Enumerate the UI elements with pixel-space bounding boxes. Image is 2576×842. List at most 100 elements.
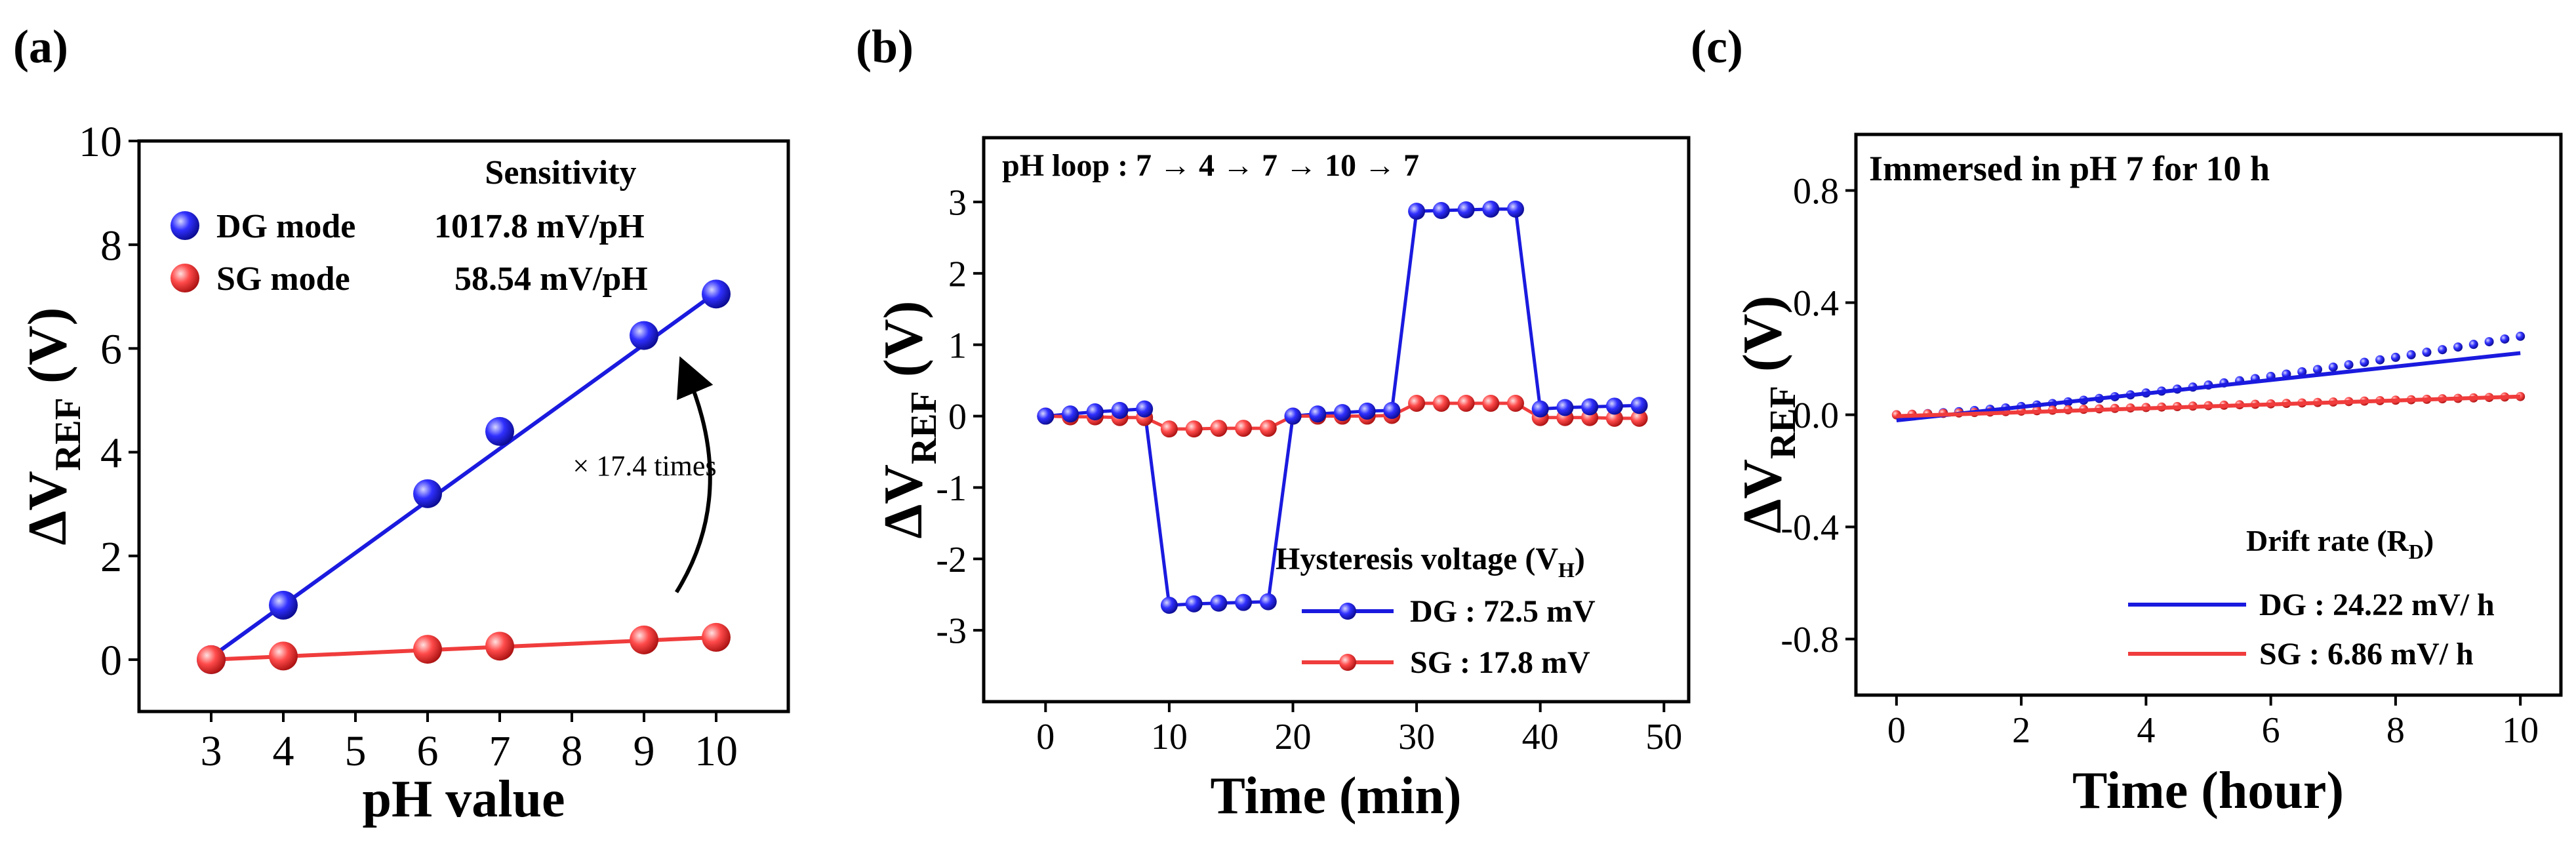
x-tick-label-c: 0 [1887,710,1906,751]
data-point-dg [1259,593,1277,611]
data-point-sg [1630,409,1648,427]
x-tick-label-b: 10 [1151,717,1188,757]
x-tick-label-b: 30 [1398,717,1435,757]
data-point-dg [2438,345,2447,355]
data-point-dg [2297,367,2307,377]
data-point-dg [1333,404,1351,422]
fit-line-dg [210,291,717,659]
data-point-dg [702,279,731,309]
data-point-dg [1408,203,1426,220]
legend-marker-sg-b [1339,654,1356,671]
y-tick-label-b: -1 [936,468,967,509]
fit-line-sg [1896,394,2521,418]
legend-title-b: Hysteresis voltage (VH) [1276,542,1585,582]
y-tick-label-b: 3 [948,183,967,224]
y-tick-label-b: 1 [948,325,967,366]
data-point-sg [1185,420,1203,438]
data-point-dg [2453,342,2463,352]
legend-value-sg-a: 58.54 mV/pH [454,260,648,298]
data-point-dg [1383,401,1401,419]
x-axis-label-c: Time (hour) [2072,762,2344,820]
legend-label-dg-c: DG : 24.22 mV/ h [2259,588,2495,622]
data-point-dg [2500,334,2510,344]
x-axis-b: 0 10 20 30 40 50 [1036,702,1682,757]
data-point-dg [1160,597,1178,614]
y-tick-label-a: 2 [100,533,122,581]
legend-label-dg-b: DG : 72.5 mV [1410,594,1596,629]
data-point-sg [702,622,731,652]
x-tick-label-b: 50 [1645,717,1682,757]
data-point-sg [1408,394,1426,412]
data-point-dg [630,321,658,350]
y-tick-label-a: 10 [79,118,122,166]
y-tick-label-b: 0 [948,397,967,437]
data-point-sg [1432,394,1450,412]
legend-marker-dg-b [1339,603,1356,620]
x-tick-label-c: 6 [2262,710,2280,751]
data-point-dg [1136,400,1154,418]
immersion-annotation: Immersed in pH 7 for 10 h [1869,149,2270,188]
chart-panel-a: (a) 3 4 5 6 7 8 9 10 0 2 4 6 8 10 pH value ΔVREF (V)… [13,20,790,828]
data-point-sg [269,641,298,671]
data-point-sg [485,632,514,661]
data-point-dg [1457,201,1475,218]
data-point-dg [1630,397,1648,414]
panel-label-b: (b) [856,20,914,73]
legend-marker-dg-a [171,211,199,240]
legend-title-a: Sensitivity [485,154,636,191]
y-axis-label-b: ΔVREF (V) [873,301,944,539]
ratio-arrow [674,356,714,593]
x-tick-label-a: 10 [694,727,738,775]
y-tick-label-b: 2 [948,254,967,294]
x-tick-label-a: 4 [273,727,294,775]
data-point-dg [2328,362,2338,372]
data-point-sg [1506,394,1524,412]
plot-frame-a [137,139,790,713]
data-point-dg [2344,360,2354,370]
data-point-sg [413,635,442,664]
legend-value-dg-a: 1017.8 mV/pH [434,208,645,245]
x-axis-a: 3 4 5 6 7 8 9 10 [201,712,738,775]
y-tick-label-c: -0.4 [1781,508,1839,548]
data-point-dg [485,416,514,446]
data-point-dg [2390,352,2400,362]
data-point-dg [2360,357,2369,367]
data-point-dg [1185,595,1203,612]
x-tick-label-a: 5 [345,727,367,775]
data-point-dg [1086,403,1104,421]
x-tick-label-a: 6 [417,727,439,775]
y-tick-label-a: 6 [100,325,122,373]
data-point-dg [1284,407,1302,425]
data-point-dg [1556,399,1574,416]
data-point-dg [1506,200,1524,218]
y-axis-a: 0 2 4 6 8 10 [79,118,139,685]
y-tick-label-c: -0.8 [1781,620,1839,660]
legend-label-sg-c: SG : 6.86 mV/ h [2259,637,2474,672]
y-axis-label-c: ΔVREF (V) [1732,296,1803,534]
series-b [1037,200,1648,614]
data-point-dg [2484,337,2494,347]
x-tick-label-c: 2 [2012,710,2030,751]
data-point-dg [1432,202,1450,220]
x-axis-label-a: pH value [363,771,565,828]
y-tick-label-c: 0.4 [1793,283,1839,324]
y-tick-label-c: 0.0 [1793,395,1839,436]
panel-label-a: (a) [13,20,68,73]
x-tick-label-c: 4 [2137,710,2155,751]
data-point-dg [2406,350,2416,360]
data-point-sg [1235,420,1253,437]
plot-frame-b [982,136,1691,704]
data-point-dg [2516,331,2526,341]
data-point-dg [1531,400,1549,418]
ph-loop-annotation: pH loop : 7 → 4 → 7 → 10 → 7 [1002,148,1419,183]
y-axis-b: -3 -2 -1 0 1 2 3 [936,183,984,652]
x-tick-label-c: 10 [2502,710,2539,751]
data-point-dg [2468,340,2478,350]
data-point-dg [2375,355,2385,365]
y-tick-label-c: 0.8 [1793,171,1839,212]
data-point-dg [1037,407,1055,425]
data-point-sg [1160,420,1178,438]
data-point-dg [269,590,298,620]
data-point-dg [1062,405,1079,423]
